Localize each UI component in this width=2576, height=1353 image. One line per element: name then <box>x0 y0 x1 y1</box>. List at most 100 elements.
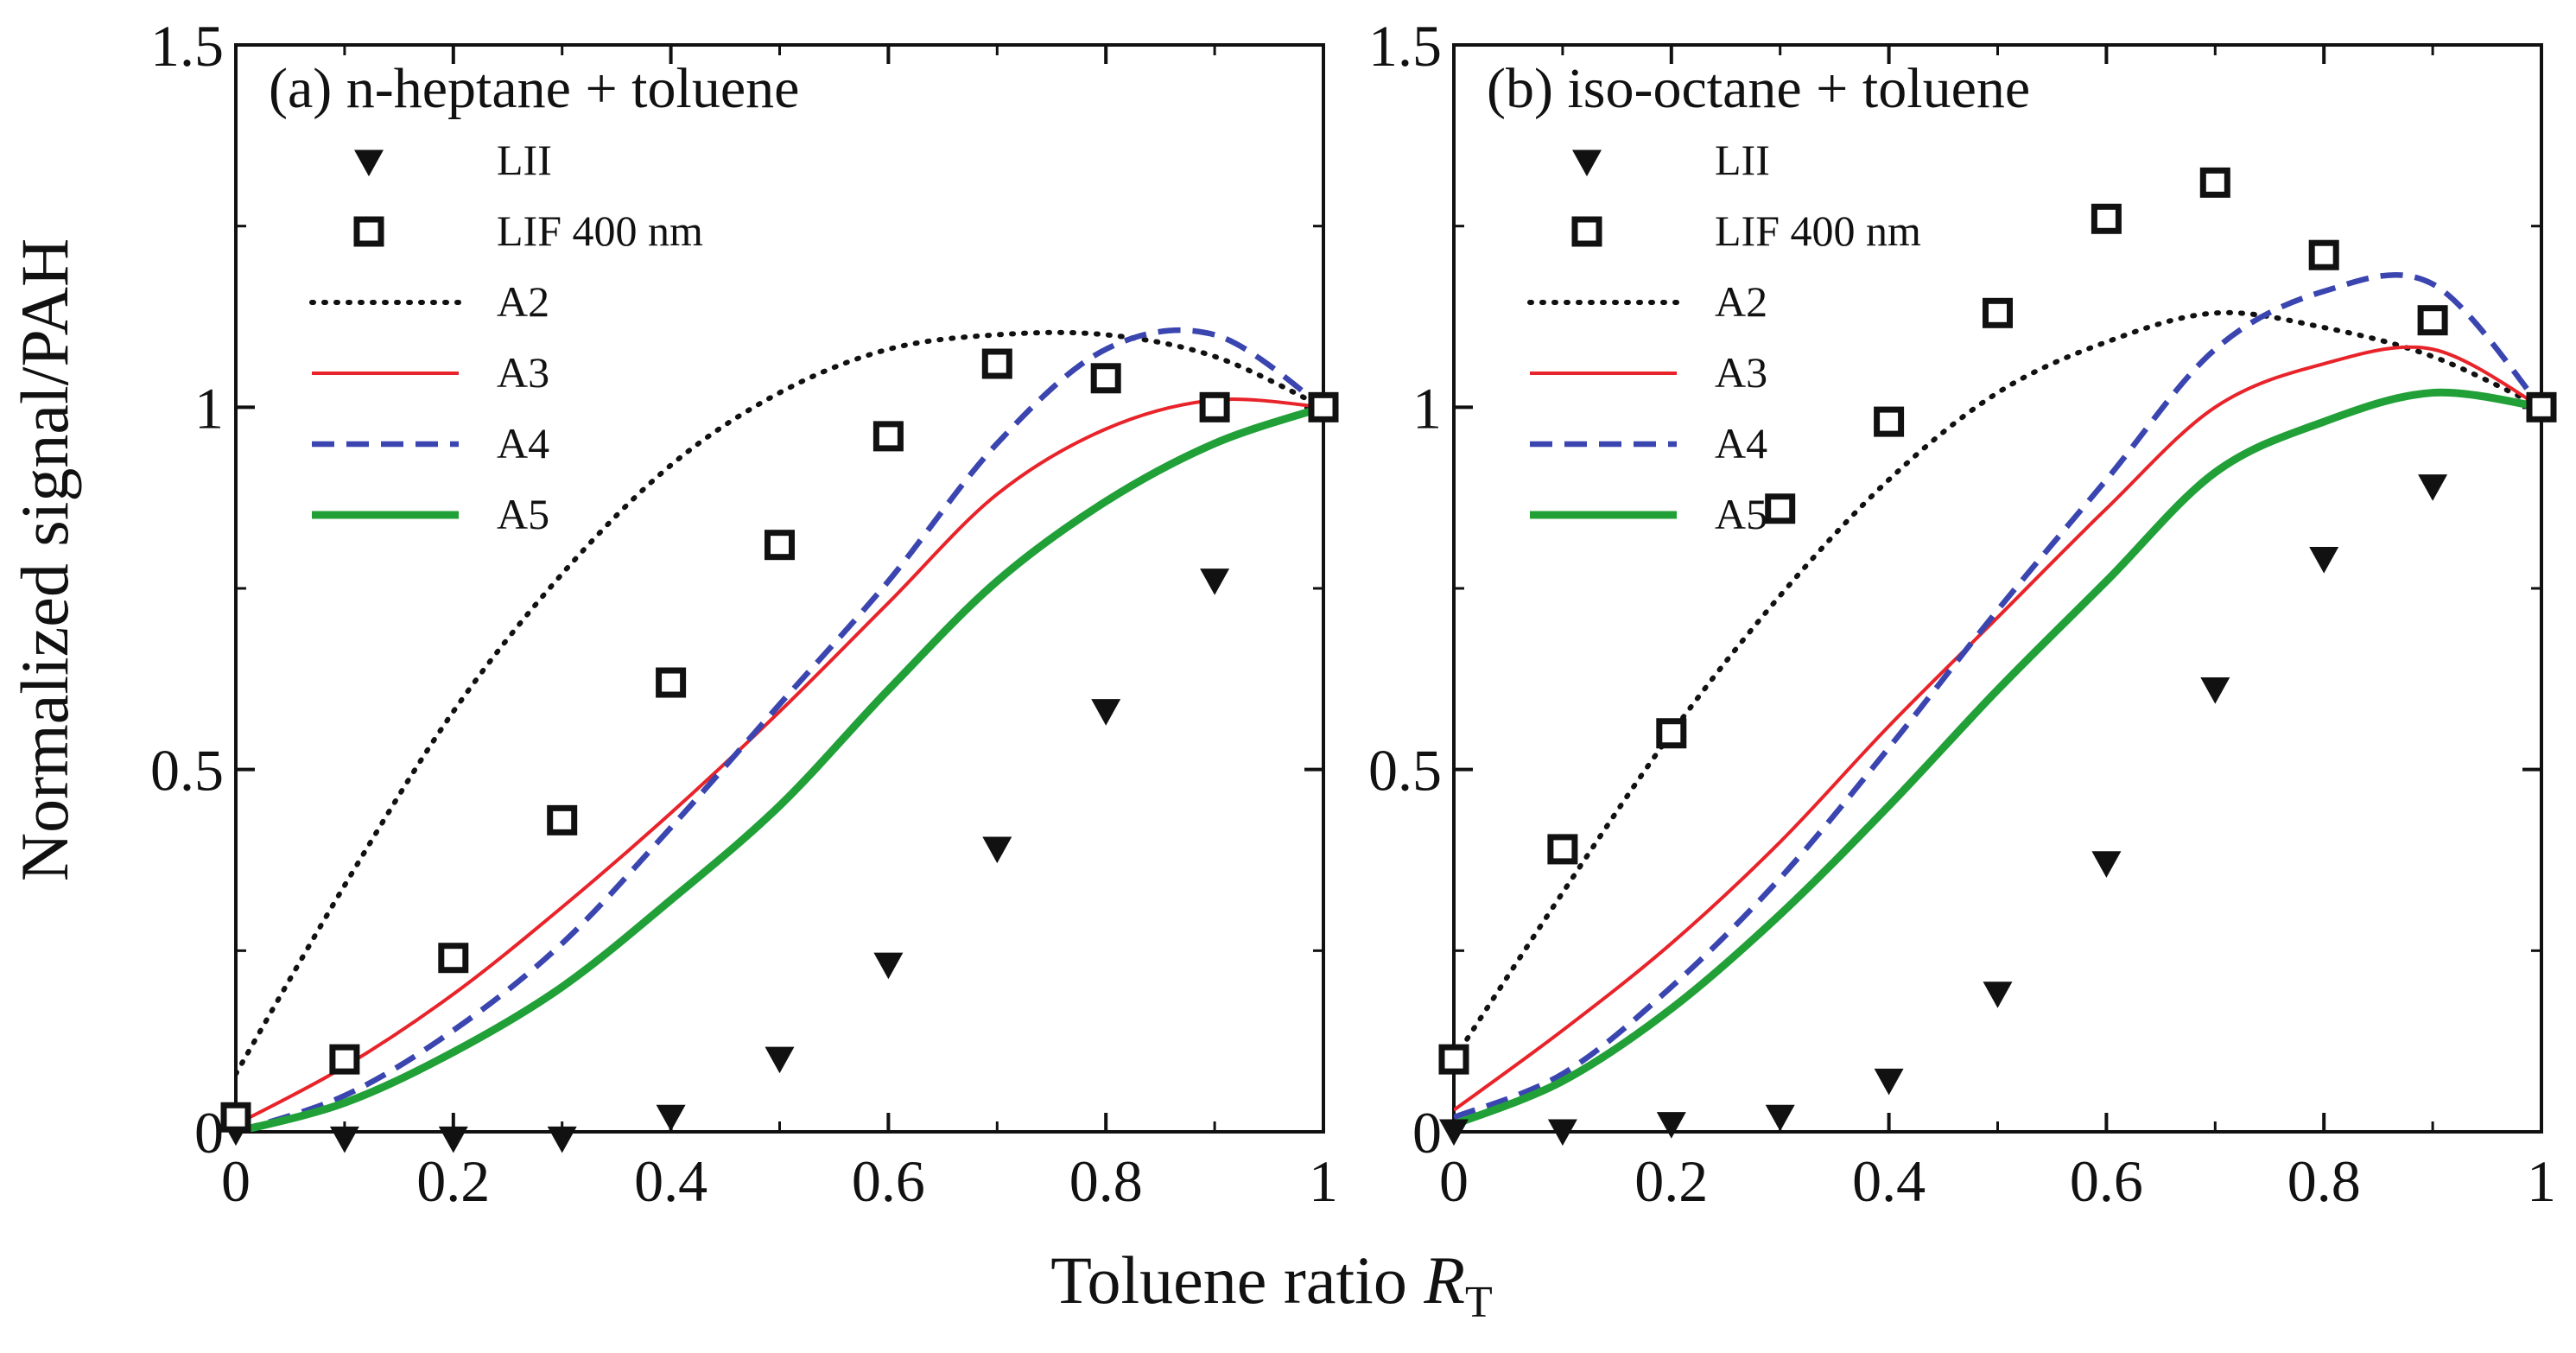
lii-point <box>1091 699 1121 726</box>
y-tick-label: 1.5 <box>150 13 224 79</box>
legend: LII LIF 400 nm A2 A3 A4 A5 <box>1527 136 1921 538</box>
y-tick-label: 1 <box>1412 375 1442 441</box>
lif-point <box>1765 493 1796 524</box>
legend-label: A4 <box>497 419 549 467</box>
x-tick-label: 0.6 <box>852 1148 925 1214</box>
lif-point <box>872 421 904 452</box>
legend-item: LIF 400 nm <box>1571 206 1921 255</box>
lif-point <box>1438 1044 1469 1075</box>
lif-point <box>981 348 1012 379</box>
y-tick-label: 1.5 <box>1368 13 1442 79</box>
lii-point <box>1200 569 1230 595</box>
x-axis-title-symbol: R <box>1423 1242 1465 1318</box>
lii-point <box>2200 676 2230 704</box>
lif-point <box>329 1044 360 1075</box>
legend-item: A3 <box>312 348 549 397</box>
series-line-a4 <box>1454 271 2541 1121</box>
lif-point <box>2308 239 2339 270</box>
x-tick-label: 0.2 <box>1634 1148 1708 1214</box>
legend-item: A2 <box>309 277 549 326</box>
legend-item: A4 <box>1530 419 1767 467</box>
legend-symbol-lii <box>1572 149 1602 177</box>
plot-frame <box>1452 43 2543 1134</box>
legend-label: LII <box>497 136 552 184</box>
x-tick-label: 0.2 <box>416 1148 490 1214</box>
plot-area <box>236 327 1323 1132</box>
series-line-a2 <box>236 329 1323 1077</box>
legend: LII LIF 400 nm A2 A3 A4 A5 <box>309 136 703 538</box>
x-tick-label: 1 <box>2527 1148 2556 1214</box>
x-axis-title: Toluene ratio RT <box>1050 1242 1492 1327</box>
y-tick-label: 0 <box>194 1100 224 1166</box>
series-line-a3 <box>236 397 1323 1127</box>
series-line-a4 <box>236 327 1323 1132</box>
x-tick-label: 0 <box>1439 1148 1469 1214</box>
lif-point <box>438 943 469 974</box>
lif-point <box>2526 391 2557 422</box>
legend-item: A3 <box>1530 348 1767 397</box>
lif-point <box>220 1102 251 1133</box>
x-tick-label: 0.8 <box>2287 1148 2361 1214</box>
legend-symbol-lif <box>353 216 384 247</box>
lif-point <box>2417 305 2448 336</box>
chart-panel-a: 0 0.2 0.4 0.6 0.8 1 0 0.5 1 1.5 (a) n-heptane + to… <box>150 13 1339 1214</box>
lii-point <box>982 836 1012 864</box>
lii-point <box>1983 981 2013 1008</box>
legend-item: A2 <box>1527 277 1767 326</box>
legend-item: A5 <box>312 490 549 538</box>
lii-point <box>1656 1112 1686 1139</box>
x-tick-label: 0.6 <box>2070 1148 2143 1214</box>
series-line-a3 <box>1454 345 2541 1112</box>
legend-label: A5 <box>497 490 549 538</box>
y-axis-title: Normalized signal/PAH <box>7 238 82 882</box>
panel-title: (a) n-heptane + toluene <box>269 57 799 120</box>
lif-point <box>1090 363 1121 394</box>
lif-point <box>1983 297 2013 328</box>
lii-point <box>2091 851 2122 878</box>
series-line-a5 <box>236 403 1323 1132</box>
lif-point <box>2091 203 2122 234</box>
x-tick-label: 0.8 <box>1069 1148 1143 1214</box>
y-tick-label: 0.5 <box>1368 738 1442 804</box>
legend-item: LIF 400 nm <box>353 206 703 255</box>
y-tick-label: 1 <box>194 375 224 441</box>
lii-point <box>873 952 904 980</box>
lii-point <box>547 1126 577 1153</box>
legend-item: LII <box>1572 136 1770 184</box>
lif-point <box>656 667 687 698</box>
lii-point <box>329 1126 359 1153</box>
legend-symbol-lif <box>1571 216 1602 247</box>
legend-label: LIF 400 nm <box>1715 206 1921 255</box>
legend-item: LII <box>354 136 552 184</box>
x-tick-label: 0 <box>221 1148 251 1214</box>
lif-point <box>1199 391 1230 422</box>
chart-panel-b: 0 0.2 0.4 0.6 0.8 1 0 0.5 1 1.5 (b) iso-octane + t… <box>1368 13 2557 1214</box>
lii-point <box>2418 474 2448 501</box>
lii-point <box>656 1104 686 1132</box>
lii-point <box>765 1046 795 1074</box>
x-tick-label: 1 <box>1309 1148 1338 1214</box>
legend-label: A3 <box>497 348 549 397</box>
x-tick-label: 0.4 <box>1852 1148 1926 1214</box>
series-line-a5 <box>1454 388 2541 1128</box>
lif-point <box>1656 718 1687 749</box>
lif-point <box>547 804 578 835</box>
lii-point <box>2309 547 2339 574</box>
legend-label: A2 <box>497 277 549 326</box>
panel-title: (b) iso-octane + toluene <box>1487 57 2030 120</box>
x-tick-label: 0.4 <box>634 1148 707 1214</box>
y-tick-label: 0.5 <box>150 738 224 804</box>
legend-item: A4 <box>312 419 549 467</box>
lif-point <box>1547 834 1578 865</box>
lii-point <box>1547 1119 1577 1147</box>
plot-frame <box>234 43 1325 1134</box>
lif-point <box>1874 406 1905 437</box>
lii-point <box>1874 1068 1904 1096</box>
lii-point <box>1765 1104 1795 1132</box>
legend-label: LIF 400 nm <box>497 206 703 255</box>
series-line-a2 <box>1454 309 2541 1063</box>
lif-point <box>765 530 795 561</box>
x-axis-title-subscript: T <box>1465 1278 1493 1327</box>
x-axis-title-main: Toluene ratio <box>1050 1242 1424 1318</box>
